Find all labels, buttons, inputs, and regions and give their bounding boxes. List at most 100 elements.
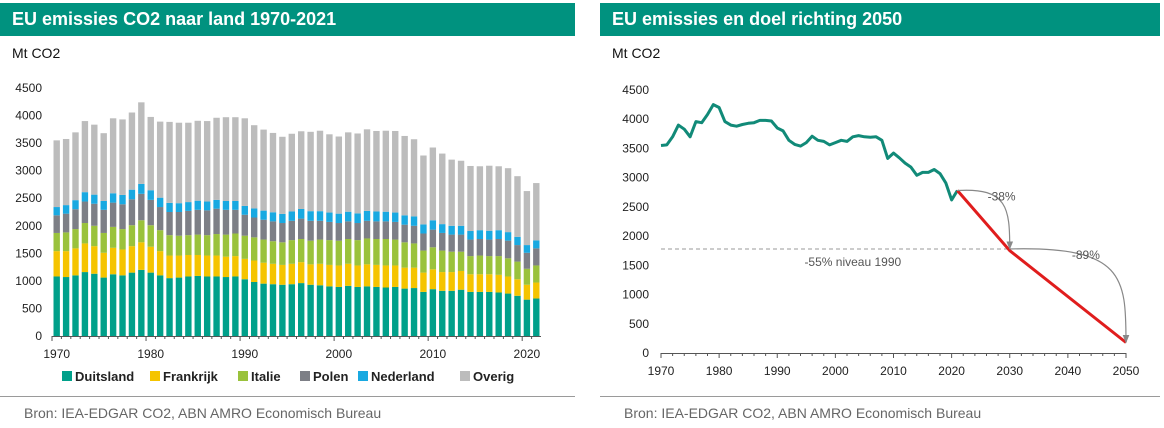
y-tick-label: 1500 — [15, 246, 42, 260]
y-tick-label: 3500 — [15, 136, 42, 150]
bar-segment-polen — [392, 221, 399, 240]
bar-segment-frankrijk — [533, 282, 540, 299]
bar-segment-overig — [213, 117, 220, 200]
bar-segment-italie — [504, 258, 512, 277]
bar-segment-nederland — [429, 220, 437, 230]
bar-segment-nederland — [147, 190, 154, 200]
bar-segment-frankrijk — [410, 267, 418, 289]
bar-segment-italie — [138, 220, 145, 243]
bar-segment-frankrijk — [523, 284, 531, 300]
bar-segment-overig — [166, 121, 173, 203]
bar-segment-overig — [457, 160, 465, 226]
bar-segment-nederland — [128, 189, 136, 200]
bar-segment-frankrijk — [175, 255, 183, 278]
x-tick-label: 2040 — [1055, 364, 1082, 378]
bar-segment-overig — [147, 116, 154, 191]
bar-segment-overig — [260, 129, 267, 211]
y-tick-label: 0 — [642, 346, 649, 360]
x-tick-label: 2010 — [420, 347, 447, 361]
bar-segment-italie — [533, 265, 540, 283]
bar-segment-italie — [448, 251, 455, 273]
left-y-unit: Mt CO2 — [12, 45, 61, 61]
bar-segment-duitsland — [119, 275, 126, 336]
bar-segment-overig — [373, 130, 380, 212]
bar-segment-italie — [288, 240, 295, 264]
bar-segment-overig — [100, 133, 107, 201]
bar-segment-polen — [495, 239, 502, 257]
bar-segment-polen — [72, 209, 79, 230]
bar-segment-nederland — [523, 245, 531, 253]
bar-segment-overig — [514, 176, 521, 237]
bar-segment-polen — [326, 221, 333, 241]
bar-segment-nederland — [109, 193, 117, 203]
bar-segment-nederland — [288, 211, 295, 221]
bar-segment-overig — [250, 125, 258, 209]
bar-segment-polen — [100, 209, 107, 233]
bar-segment-frankrijk — [420, 272, 427, 292]
bar-segment-overig — [298, 131, 305, 209]
bar-segment-duitsland — [166, 278, 173, 336]
bar-segment-polen — [147, 199, 154, 226]
legend-swatch-italie — [238, 371, 248, 381]
bar-segment-duitsland — [326, 286, 333, 336]
bar-segment-frankrijk — [363, 264, 371, 287]
bar-segment-nederland — [486, 230, 493, 240]
bar-segment-italie — [279, 242, 286, 265]
bar-segment-duitsland — [392, 286, 399, 336]
bar-segment-nederland — [410, 216, 418, 226]
line-chart: 0 500 1000 1500 2000 2500 3000 3500 4000 4500 1970… — [622, 83, 1139, 378]
bar-segment-duitsland — [213, 276, 220, 336]
bar-segment-frankrijk — [439, 272, 446, 291]
bar-segment-overig — [401, 135, 408, 216]
bar-segment-overig — [53, 140, 60, 208]
bar-segment-nederland — [335, 213, 343, 224]
x-tick-label: 2000 — [822, 364, 849, 378]
bar-segment-polen — [222, 209, 230, 235]
bar-segment-polen — [298, 218, 305, 239]
legend-label-frankrijk: Frankrijk — [163, 369, 219, 384]
bar-segment-italie — [203, 235, 211, 256]
legend-swatch-nederland — [358, 371, 368, 381]
bar-segment-overig — [467, 165, 474, 232]
x-tick-label: 1990 — [764, 364, 791, 378]
history-series-line — [660, 103, 959, 202]
bar-segment-frankrijk — [185, 254, 192, 277]
y-tick-label: 4000 — [622, 112, 649, 126]
bar-segment-duitsland — [504, 293, 512, 336]
right-chart-title: EU emissies en doel richting 2050 — [600, 3, 1160, 36]
x-tick-label: 2020 — [938, 364, 965, 378]
bar-segment-duitsland — [345, 285, 352, 336]
bar-segment-nederland — [439, 224, 446, 233]
bar-segment-nederland — [269, 212, 277, 222]
bar-segment-overig — [91, 124, 98, 195]
left-chart-title: EU emissies CO2 naar land 1970-2021 — [0, 3, 575, 36]
bar-segment-italie — [119, 229, 126, 250]
bar-segment-duitsland — [533, 298, 540, 336]
bar-segment-nederland — [119, 194, 126, 205]
bar-segment-italie — [429, 247, 437, 270]
bar-segment-nederland — [194, 200, 201, 210]
bar-segment-frankrijk — [128, 246, 136, 273]
bar-segment-polen — [119, 204, 126, 230]
bar-segment-polen — [91, 203, 98, 226]
left-source-bar: Bron: IEA-EDGAR CO2, ABN AMRO Economisch… — [0, 396, 575, 428]
bar-segment-overig — [448, 159, 455, 226]
bar-segment-italie — [298, 239, 305, 263]
bar-segment-overig — [128, 112, 136, 190]
legend-label-italie: Italie — [251, 369, 281, 384]
bar-segment-italie — [316, 239, 324, 264]
bar-segment-polen — [109, 202, 117, 227]
bar-segment-duitsland — [241, 279, 248, 336]
y-tick-label: 4500 — [15, 81, 42, 95]
bar-segment-duitsland — [363, 286, 371, 336]
bar-segment-duitsland — [260, 283, 267, 336]
bar-segment-nederland — [363, 210, 371, 221]
left-chart-panel: EU emissies CO2 naar land 1970-2021 Mt C… — [0, 0, 575, 427]
y-tick-label: 2500 — [622, 200, 649, 214]
bar-segment-nederland — [316, 211, 324, 221]
bar-segment-polen — [138, 193, 145, 221]
bar-segment-overig — [307, 131, 314, 212]
bar-segment-frankrijk — [495, 274, 502, 293]
bar-segment-overig — [476, 166, 484, 231]
bar-segment-polen — [128, 199, 136, 226]
